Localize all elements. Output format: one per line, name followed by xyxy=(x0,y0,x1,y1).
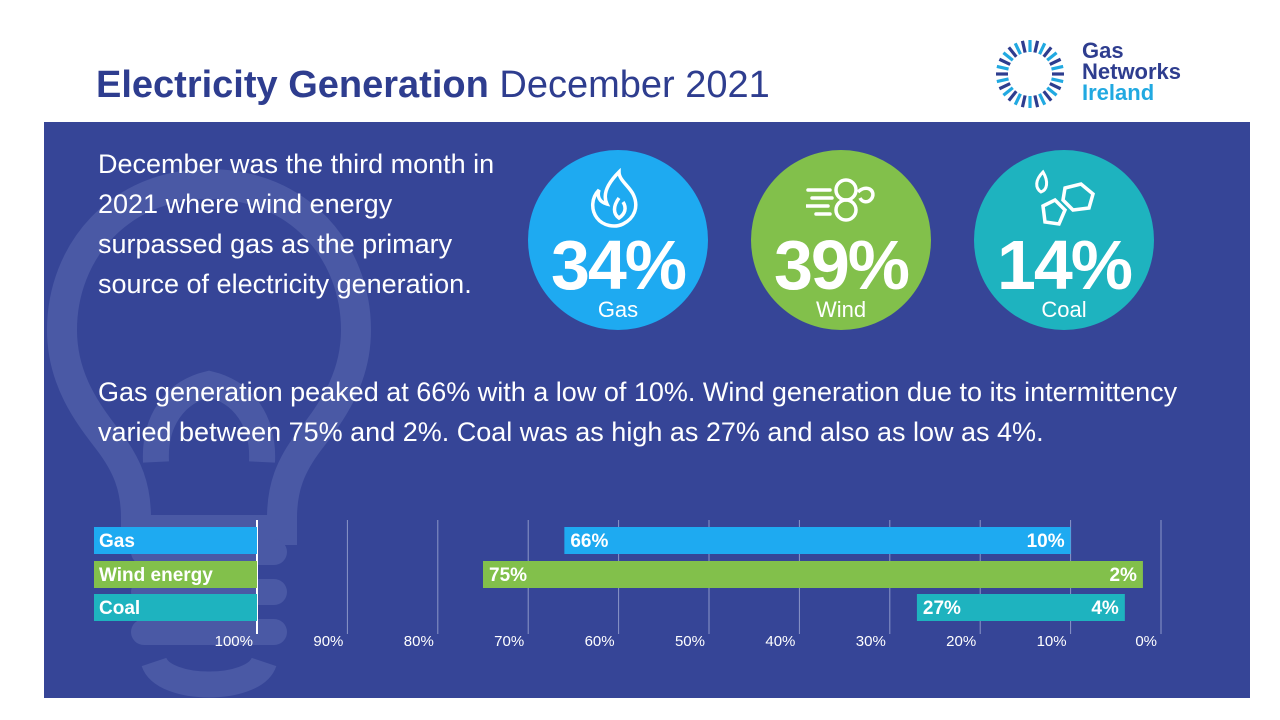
logo-line-3: Ireland xyxy=(1082,80,1155,105)
x-tick-label: 70% xyxy=(494,633,524,650)
x-tick-label: 0% xyxy=(1135,633,1157,650)
page-title: Electricity Generation December 2021 xyxy=(96,64,770,107)
stat-coal: 14% Coal xyxy=(974,150,1154,330)
x-tick-label: 90% xyxy=(313,633,343,650)
range-bar xyxy=(564,527,1071,554)
x-tick-label: 50% xyxy=(675,633,705,650)
stat-wind-label: Wind xyxy=(815,297,867,322)
flame-icon xyxy=(591,168,638,228)
stat-gas-value: 34% xyxy=(550,226,687,304)
x-tick-label: 60% xyxy=(585,633,615,650)
title-bold: Electricity Generation xyxy=(96,64,489,106)
stat-coal-value: 14% xyxy=(996,226,1133,304)
bar-high-label: 75% xyxy=(489,565,527,586)
stat-coal-label: Coal xyxy=(1041,297,1087,322)
bar-low-label: 4% xyxy=(1091,598,1119,619)
logo-line-1: Gas xyxy=(1082,38,1124,63)
x-tick-label: 100% xyxy=(215,633,253,650)
stat-gas-label: Gas xyxy=(597,297,639,322)
range-bar xyxy=(483,561,1143,588)
content-panel: December was the third month in 2021 whe… xyxy=(44,122,1250,698)
category-label-box xyxy=(94,527,257,554)
title-date: December 2021 xyxy=(499,64,770,106)
coal-icon xyxy=(1035,169,1095,226)
x-tick-label: 80% xyxy=(404,633,434,650)
gas-networks-ireland-logo: Gas Networks Ireland xyxy=(990,38,1200,110)
bar-high-label: 27% xyxy=(923,598,961,619)
stat-gas: 34% Gas xyxy=(528,150,708,330)
stat-wind: 39% Wind xyxy=(751,150,931,330)
intro-text: December was the third month in 2021 whe… xyxy=(98,149,495,299)
stat-wind-value: 39% xyxy=(773,226,910,304)
x-tick-label: 20% xyxy=(946,633,976,650)
category-label: Gas xyxy=(99,531,135,552)
logo-line-2: Networks xyxy=(1082,59,1182,84)
bar-high-label: 66% xyxy=(570,531,608,552)
category-label-box xyxy=(94,561,257,588)
category-label-box xyxy=(94,594,257,621)
range-bar-chart: Gas 66% 10% Wind energy 75% 2% Coal 27% 4% 100% 9… xyxy=(94,520,1162,650)
category-label: Coal xyxy=(99,598,140,619)
x-tick-label: 30% xyxy=(856,633,886,650)
x-tick-label: 10% xyxy=(1037,633,1067,650)
bar-low-label: 2% xyxy=(1109,565,1137,586)
summary-text: Gas generation peaked at 66% with a low … xyxy=(98,377,1178,447)
range-bar xyxy=(916,594,1125,621)
bar-low-label: 10% xyxy=(1027,531,1065,552)
wind-icon xyxy=(806,178,875,222)
logo-ring-icon xyxy=(996,40,1064,108)
category-label: Wind energy xyxy=(99,565,213,586)
x-tick-label: 40% xyxy=(765,633,795,650)
